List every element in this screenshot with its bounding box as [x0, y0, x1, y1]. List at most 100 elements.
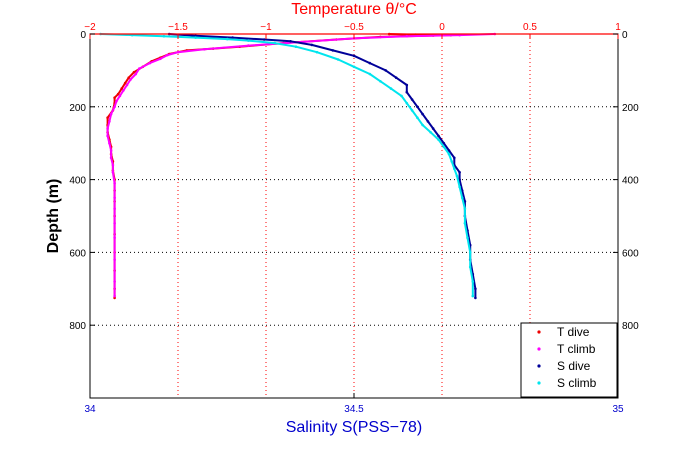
- data-point: [231, 36, 234, 39]
- y-axis-tick-label: 600: [69, 248, 86, 259]
- data-point: [166, 53, 169, 57]
- data-point: [134, 72, 138, 76]
- data-point: [108, 120, 111, 123]
- y-axis-tick-label-right: 800: [622, 321, 639, 332]
- data-point: [437, 138, 440, 141]
- series-s-climb: [99, 32, 475, 298]
- legend-marker: [537, 347, 541, 351]
- data-point: [447, 152, 451, 156]
- data-point: [315, 50, 319, 54]
- data-point: [474, 296, 477, 300]
- data-point: [203, 48, 206, 51]
- series-trace: [106, 33, 495, 297]
- data-point: [463, 207, 467, 210]
- y-axis-tick-label: 800: [69, 321, 86, 332]
- legend-marker: [537, 364, 541, 368]
- data-point: [123, 81, 127, 85]
- data-point: [194, 34, 197, 38]
- bottom-axis-tick-label: 35: [612, 404, 624, 415]
- data-point: [458, 171, 461, 174]
- top-axis-title: Temperature θ/°C: [291, 1, 417, 18]
- top-axis-tick-label: −0.5: [344, 22, 364, 33]
- data-point: [247, 44, 250, 47]
- y-axis-tick-label-right: 600: [622, 248, 639, 259]
- data-point: [384, 69, 388, 72]
- axis-ticks: −2 −1.5 −1 −0.5 0 0.5 1 34 34.5 35 0 0 200 200 400 400 6…: [69, 22, 639, 415]
- data-point: [368, 72, 372, 76]
- y-axis-tick-label: 0: [80, 30, 86, 41]
- data-point: [416, 116, 419, 119]
- data-point: [405, 34, 409, 38]
- data-point: [447, 149, 451, 152]
- y-axis-tick-label: 200: [69, 103, 86, 114]
- data-point: [336, 58, 340, 61]
- data-point: [426, 120, 430, 123]
- data-point: [458, 185, 461, 189]
- data-point: [429, 131, 432, 134]
- data-point: [108, 141, 111, 145]
- y-axis-tick-label-right: 200: [622, 103, 639, 114]
- data-point: [113, 207, 116, 210]
- data-point: [471, 294, 475, 298]
- series-s-dive: [167, 32, 477, 300]
- data-point: [394, 76, 398, 79]
- data-point: [442, 141, 446, 145]
- top-axis-tick-label: 0: [439, 22, 445, 33]
- data-point: [442, 145, 446, 149]
- legend-label: T dive: [557, 325, 590, 339]
- data-point: [129, 78, 132, 81]
- data-point: [113, 181, 116, 185]
- legend-marker: [537, 381, 541, 385]
- data-point: [113, 236, 116, 240]
- data-point: [352, 65, 356, 69]
- data-point: [247, 39, 250, 42]
- data-point: [127, 76, 130, 79]
- data-point: [416, 105, 419, 109]
- data-point: [468, 265, 472, 269]
- data-point: [421, 112, 424, 116]
- legend: T dive T climb S dive S climb: [520, 322, 618, 398]
- data-point: [176, 50, 180, 54]
- data-point: [379, 80, 382, 83]
- legend-box: [520, 322, 618, 398]
- data-point: [289, 40, 292, 43]
- series-t-dive: [106, 32, 453, 300]
- top-axis-tick-label: 1: [615, 22, 621, 33]
- y-axis-title: Depth (m): [45, 179, 62, 254]
- legend-label: S dive: [557, 359, 591, 373]
- data-point: [331, 49, 335, 52]
- data-point: [450, 160, 454, 163]
- data-point: [368, 61, 372, 65]
- bottom-axis-title: Salinity S(PSS−78): [286, 419, 423, 436]
- data-point: [453, 167, 456, 170]
- series-trace: [169, 33, 477, 298]
- data-point: [113, 280, 116, 283]
- data-point: [122, 89, 125, 92]
- y-axis-tick-label-right: 0: [622, 30, 628, 41]
- data-point: [125, 83, 129, 87]
- y-axis-tick-label-right: 400: [622, 176, 639, 187]
- data-point: [405, 90, 409, 94]
- data-point: [421, 123, 424, 127]
- data-point: [162, 34, 166, 38]
- data-point: [194, 36, 197, 39]
- top-axis-tick-label: −1.5: [168, 22, 188, 33]
- legend-label: S climb: [557, 376, 597, 390]
- bottom-axis-tick-label: 34: [84, 404, 96, 415]
- data-point: [109, 149, 113, 152]
- data-point: [109, 156, 113, 160]
- data-point: [159, 57, 162, 61]
- data-point: [471, 280, 475, 283]
- data-point: [437, 134, 440, 138]
- data-point: [294, 45, 298, 48]
- data-series: [99, 32, 497, 300]
- data-point: [116, 92, 120, 96]
- data-point: [113, 196, 116, 200]
- data-point: [113, 105, 116, 109]
- data-point: [115, 100, 118, 103]
- data-point: [132, 70, 136, 74]
- legend-label: T climb: [557, 342, 596, 356]
- data-point: [463, 222, 467, 225]
- data-point: [113, 222, 116, 225]
